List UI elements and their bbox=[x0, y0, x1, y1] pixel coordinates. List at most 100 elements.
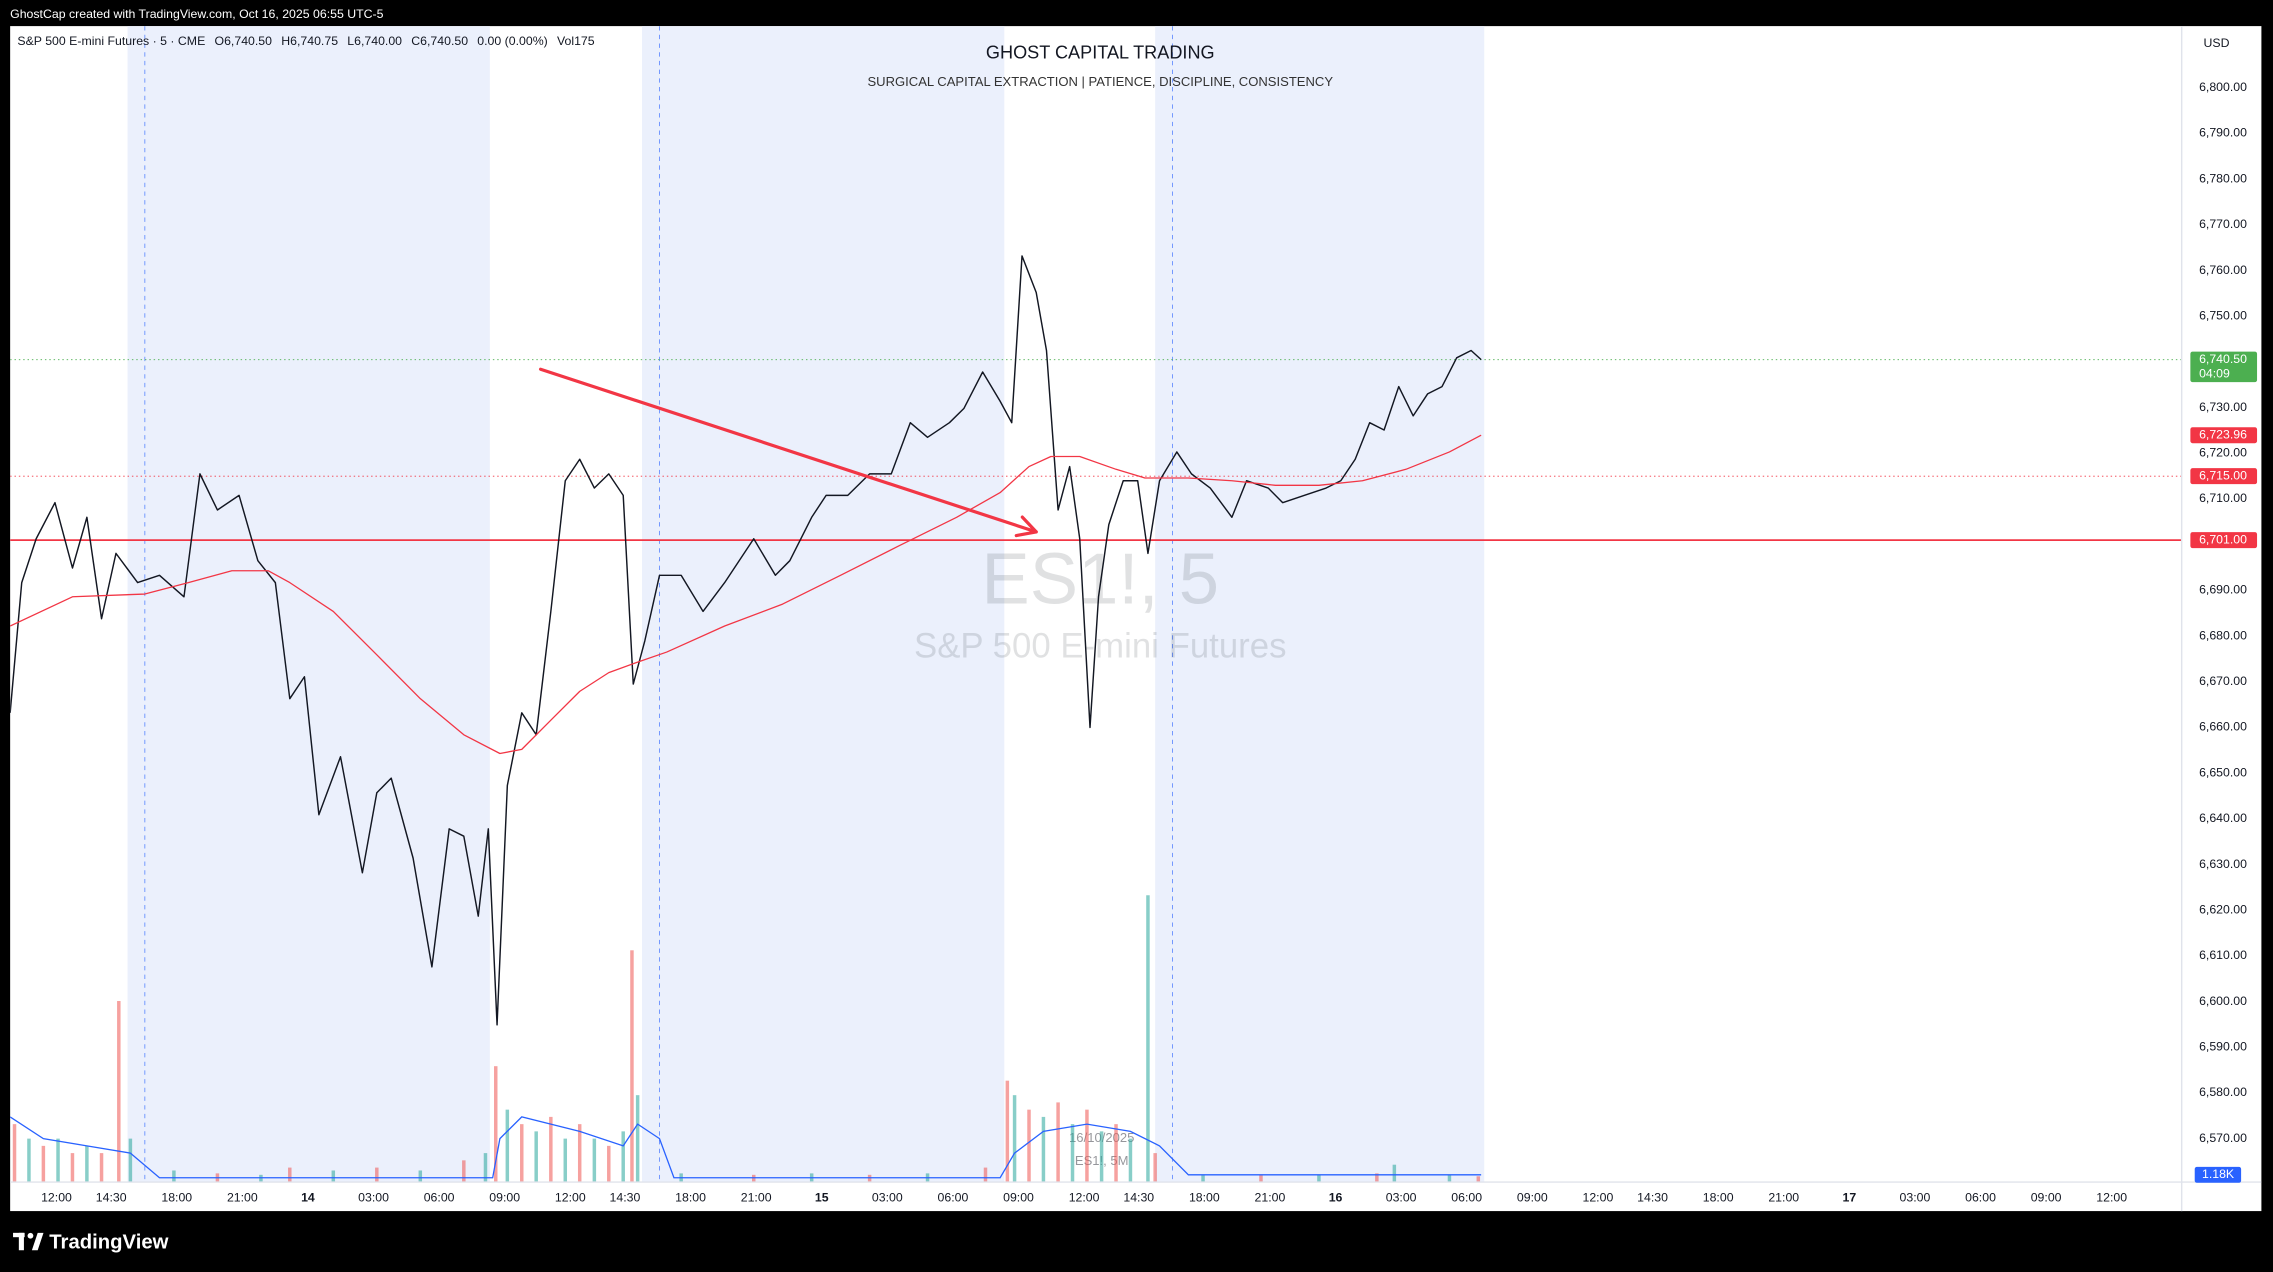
volume-bar bbox=[1153, 1153, 1157, 1183]
volume-bar bbox=[1085, 1109, 1089, 1183]
volume-bar bbox=[1027, 1109, 1031, 1183]
ohlc-low: L6,740.00 bbox=[347, 34, 402, 48]
volume-bar bbox=[117, 1001, 121, 1183]
change: 0.00 (0.00%) bbox=[477, 34, 547, 48]
volume-bar bbox=[505, 1109, 510, 1183]
volume-bar bbox=[172, 1170, 176, 1183]
volume-bar bbox=[1128, 1138, 1133, 1183]
y-tick-label: 6,650.00 bbox=[2199, 765, 2247, 779]
x-tick-label: 21:00 bbox=[227, 1190, 258, 1204]
x-tick-label: 03:00 bbox=[1386, 1190, 1417, 1204]
y-tick-label: 6,660.00 bbox=[2199, 720, 2247, 734]
volume-bar bbox=[99, 1153, 104, 1183]
price-label: 6,701.00 bbox=[2199, 532, 2247, 546]
volume-bar bbox=[549, 1116, 553, 1183]
volume-bar bbox=[1012, 1095, 1017, 1183]
x-tick-label: 06:00 bbox=[1965, 1190, 1996, 1204]
y-tick-label: 6,640.00 bbox=[2199, 811, 2247, 825]
volume-bar bbox=[630, 950, 634, 1183]
x-tick-label: 14:30 bbox=[1123, 1190, 1154, 1204]
y-tick-label: 6,750.00 bbox=[2199, 308, 2247, 322]
x-tick-label: 17 bbox=[1842, 1190, 1856, 1204]
price-label: 6,715.00 bbox=[2199, 468, 2247, 482]
x-tick-label: 14:30 bbox=[1637, 1190, 1668, 1204]
chart-title: GHOST CAPITAL TRADING bbox=[986, 42, 1215, 62]
x-tick-label: 18:00 bbox=[161, 1190, 192, 1204]
volume-bar bbox=[70, 1153, 75, 1183]
volume-bar bbox=[577, 1124, 582, 1183]
y-tick-label: 6,570.00 bbox=[2199, 1131, 2247, 1145]
x-tick-label: 16 bbox=[1329, 1190, 1343, 1204]
volume-label: 1.18K bbox=[2202, 1167, 2235, 1181]
currency: USD bbox=[2203, 36, 2229, 50]
y-tick-label: 6,590.00 bbox=[2199, 1040, 2247, 1054]
volume-bar bbox=[1146, 895, 1150, 1183]
volume-label-box bbox=[2194, 1166, 2242, 1183]
y-tick-label: 6,620.00 bbox=[2199, 902, 2247, 916]
x-tick-label: 09:00 bbox=[2031, 1190, 2062, 1204]
price-label-box bbox=[2190, 351, 2258, 383]
price-line bbox=[10, 255, 1482, 1026]
x-tick-label: 12:00 bbox=[41, 1190, 72, 1204]
arrow-line bbox=[538, 367, 1038, 534]
volume-bar bbox=[607, 1145, 611, 1183]
brand-logo bbox=[13, 1232, 44, 1251]
volume-bar bbox=[1056, 1102, 1060, 1183]
x-tick-label: 12:00 bbox=[2096, 1190, 2127, 1204]
price-label-countdown: 04:09 bbox=[2199, 366, 2230, 380]
volume-ma-line bbox=[10, 1116, 1482, 1179]
session-band bbox=[127, 26, 490, 1183]
chart-subtitle: SURGICAL CAPITAL EXTRACTION | PATIENCE, … bbox=[867, 74, 1333, 89]
x-tick-label: 09:00 bbox=[489, 1190, 520, 1204]
price-label: 6,723.96 bbox=[2199, 427, 2247, 441]
x-tick-label: 06:00 bbox=[1451, 1190, 1482, 1204]
logo-part bbox=[27, 1232, 34, 1239]
volume-bar bbox=[621, 1131, 625, 1183]
session-band bbox=[1155, 26, 1485, 1183]
volume-bar bbox=[1114, 1124, 1118, 1183]
volume-bar bbox=[1005, 1080, 1010, 1183]
x-tick-label: 18:00 bbox=[1189, 1190, 1220, 1204]
volume-bar bbox=[27, 1138, 31, 1183]
y-tick-label: 6,790.00 bbox=[2199, 126, 2247, 140]
y-tick-label: 6,730.00 bbox=[2199, 400, 2247, 414]
volume-bar bbox=[1099, 1131, 1104, 1183]
volume-bar bbox=[41, 1145, 46, 1183]
volume-bar bbox=[12, 1124, 17, 1183]
x-tick-label: 14:30 bbox=[96, 1190, 127, 1204]
session-band bbox=[642, 26, 1005, 1183]
attribution: GhostCap created with TradingView.com, O… bbox=[10, 7, 383, 21]
x-tick-label: 12:00 bbox=[1583, 1190, 1614, 1204]
y-tick-label: 6,800.00 bbox=[2199, 80, 2247, 94]
x-tick-label: 15 bbox=[815, 1190, 829, 1204]
volume-bar bbox=[494, 1066, 498, 1183]
volume-bar bbox=[1375, 1173, 1379, 1183]
x-tick-label: 06:00 bbox=[424, 1190, 455, 1204]
x-tick-label: 18:00 bbox=[675, 1190, 706, 1204]
y-tick-label: 6,610.00 bbox=[2199, 948, 2247, 962]
logo-part bbox=[18, 1232, 24, 1251]
price-label: 6,740.50 bbox=[2199, 352, 2247, 366]
y-tick-label: 6,600.00 bbox=[2199, 994, 2247, 1008]
volume-bar bbox=[1476, 1176, 1481, 1183]
volume-bar bbox=[563, 1138, 568, 1183]
x-tick-label: 12:00 bbox=[555, 1190, 586, 1204]
volume-bar bbox=[1070, 1124, 1075, 1183]
volume-bar bbox=[259, 1174, 263, 1183]
legend-line: S&P 500 E-mini Futures · 5 · CME O6,740.… bbox=[17, 34, 594, 48]
ohlc-open: O6,740.50 bbox=[215, 34, 273, 48]
volume-bar bbox=[288, 1167, 292, 1183]
logo-part bbox=[31, 1232, 44, 1251]
volume-bar bbox=[592, 1138, 597, 1183]
axes-layer: 6,570.00 6,580.00 6,590.00 6,600.00 6,610.00… bbox=[41, 80, 2258, 1204]
volume-bar bbox=[1447, 1174, 1452, 1183]
y-tick-label: 6,720.00 bbox=[2199, 446, 2247, 460]
volume-bar bbox=[483, 1153, 488, 1183]
x-tick-label: 09:00 bbox=[1517, 1190, 1548, 1204]
x-tick-label: 12:00 bbox=[1069, 1190, 1100, 1204]
x-tick-label: 21:00 bbox=[1768, 1190, 1799, 1204]
volume-bar bbox=[462, 1160, 466, 1183]
volume-bar bbox=[331, 1170, 336, 1183]
moving-average-line bbox=[10, 434, 1482, 755]
